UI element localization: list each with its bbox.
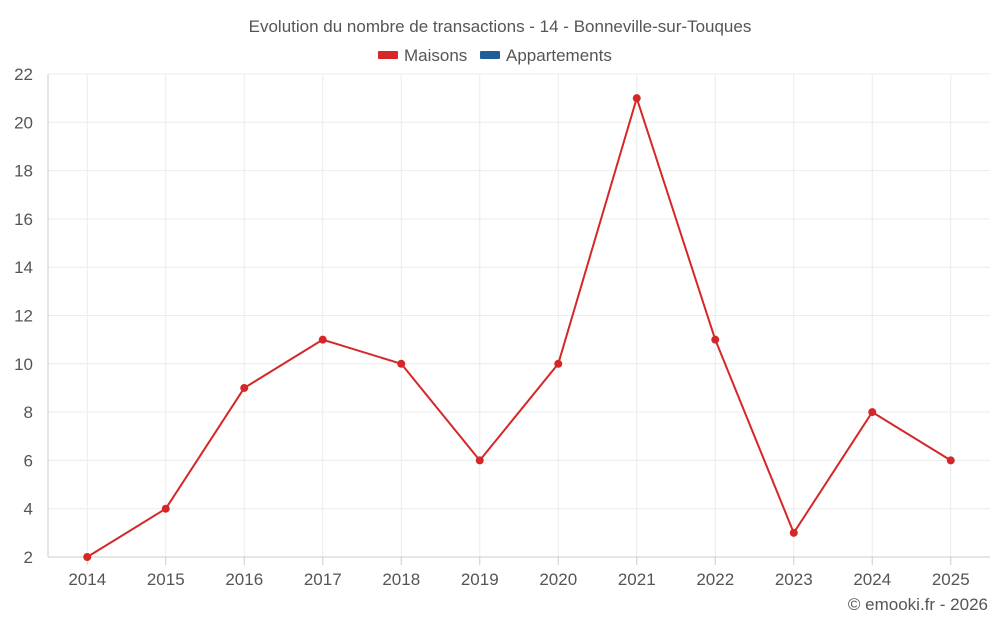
legend-item-appartements[interactable]: Appartements — [480, 46, 612, 65]
data-point-maisons-2015[interactable] — [161, 504, 170, 513]
data-point-maisons-2024[interactable] — [868, 408, 877, 417]
x-tick-label: 2021 — [618, 570, 656, 589]
chart-title: Evolution du nombre de transactions - 14… — [249, 17, 752, 36]
legend-label-appartements: Appartements — [506, 46, 612, 65]
x-tick-label: 2022 — [696, 570, 734, 589]
x-tick-label: 2023 — [775, 570, 813, 589]
y-tick-label: 20 — [14, 113, 33, 132]
y-tick-label: 14 — [14, 258, 33, 277]
x-tick-label: 2015 — [147, 570, 185, 589]
y-tick-label: 6 — [24, 451, 33, 470]
y-tick-label: 16 — [14, 210, 33, 229]
y-tick-label: 18 — [14, 162, 33, 181]
series-line-maisons — [86, 97, 952, 558]
data-point-maisons-2020[interactable] — [554, 359, 563, 368]
data-point-maisons-2021[interactable] — [632, 94, 641, 103]
x-tick-label: 2016 — [225, 570, 263, 589]
legend-item-maisons[interactable]: Maisons — [378, 46, 467, 65]
data-point-maisons-2018[interactable] — [397, 359, 406, 368]
x-tick-label: 2024 — [853, 570, 891, 589]
legend-swatch-appartements — [480, 51, 500, 59]
data-point-maisons-2016[interactable] — [240, 383, 249, 392]
y-tick-label: 22 — [14, 65, 33, 84]
credit-label: © emooki.fr - 2026 — [848, 595, 988, 614]
data-point-maisons-2014[interactable] — [83, 553, 92, 561]
x-tick-label: 2017 — [304, 570, 342, 589]
data-point-maisons-2025[interactable] — [946, 456, 955, 465]
x-tick-label: 2025 — [932, 570, 970, 589]
data-point-maisons-2017[interactable] — [318, 335, 327, 344]
x-tick-label: 2020 — [539, 570, 577, 589]
legend-swatch-maisons — [378, 51, 398, 59]
x-tick-label: 2014 — [68, 570, 106, 589]
y-tick-label: 4 — [24, 500, 33, 519]
y-tick-label: 10 — [14, 355, 33, 374]
y-tick-label: 8 — [24, 403, 33, 422]
x-tick-label: 2018 — [382, 570, 420, 589]
legend-label-maisons: Maisons — [404, 46, 467, 65]
data-point-maisons-2022[interactable] — [711, 335, 720, 344]
grid — [48, 73, 990, 557]
data-point-maisons-2019[interactable] — [475, 456, 484, 465]
y-tick-label: 12 — [14, 307, 33, 326]
data-point-maisons-2023[interactable] — [789, 528, 798, 537]
y-tick-label: 2 — [24, 548, 33, 567]
legend: Maisons Appartements — [378, 46, 612, 65]
series-layer — [83, 94, 955, 561]
x-tick-label: 2019 — [461, 570, 499, 589]
